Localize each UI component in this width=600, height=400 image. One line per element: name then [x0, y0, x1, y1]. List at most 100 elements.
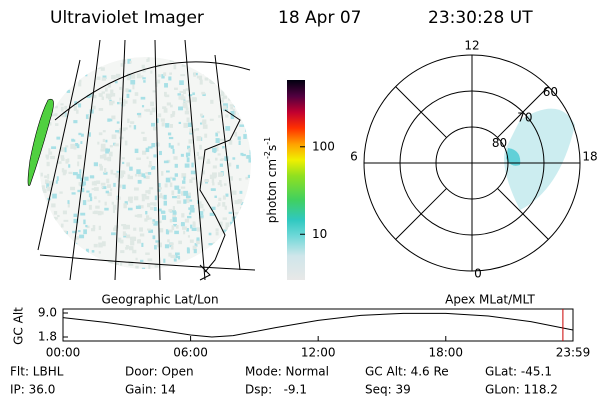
- speckle: [117, 129, 123, 134]
- speckle: [178, 106, 183, 111]
- speckle: [252, 222, 257, 226]
- speckle: [156, 143, 160, 147]
- speckle: [93, 187, 99, 191]
- speckle: [40, 172, 43, 177]
- speckle: [159, 187, 162, 190]
- speckle: [212, 242, 217, 246]
- footer: Flt: LBHL Door: Open Mode: Normal GC Alt: 4…: [10, 365, 558, 397]
- time: 23:30:28 UT: [428, 8, 533, 28]
- colorbar-tick-label: 100: [312, 139, 335, 153]
- speckle: [185, 193, 191, 199]
- speckle: [191, 97, 197, 102]
- speckle: [91, 188, 96, 191]
- speckle: [220, 99, 224, 103]
- speckle: [196, 136, 202, 142]
- speckle: [163, 194, 167, 200]
- speckle: [51, 57, 56, 60]
- speckle: [73, 105, 77, 111]
- colorbar-tick-label: 10: [312, 227, 327, 241]
- speckle: [85, 224, 88, 228]
- geo-grid: [37, 39, 256, 281]
- speckle: [176, 255, 180, 259]
- speckle: [66, 89, 71, 93]
- speckle: [172, 211, 177, 215]
- geo-image: [39, 57, 257, 269]
- speckle: [111, 75, 116, 80]
- speckle: [192, 222, 196, 228]
- speckle: [161, 215, 167, 220]
- status-field: GLat: -45.1: [485, 365, 552, 379]
- speckle: [151, 107, 156, 113]
- speckle: [63, 76, 66, 82]
- speckle: [227, 71, 232, 75]
- speckle: [183, 199, 187, 204]
- speckle: [157, 188, 161, 192]
- speckle: [145, 196, 150, 200]
- speckle: [154, 245, 157, 250]
- speckle: [61, 168, 65, 173]
- speckle: [159, 193, 163, 197]
- speckle: [146, 156, 149, 160]
- speckle: [110, 169, 114, 175]
- speckle: [191, 162, 194, 168]
- speckle: [56, 176, 59, 181]
- speckle: [244, 233, 250, 238]
- speckle: [79, 169, 82, 174]
- speckle: [223, 183, 227, 186]
- speckle: [127, 196, 133, 202]
- speckle: [243, 101, 249, 106]
- speckle: [107, 192, 112, 197]
- speckle: [70, 186, 76, 191]
- speckle: [123, 100, 128, 104]
- speckle: [154, 195, 157, 201]
- speckle: [58, 69, 62, 73]
- speckle: [232, 77, 238, 82]
- speckle: [141, 267, 146, 269]
- speckle: [150, 166, 154, 170]
- speckle: [153, 207, 157, 211]
- speckle: [40, 252, 43, 257]
- speckle: [153, 202, 157, 207]
- speckle: [168, 208, 173, 212]
- speckle: [170, 104, 173, 108]
- speckle: [248, 128, 251, 131]
- diag-line: [497, 86, 549, 138]
- speckle: [155, 221, 158, 225]
- speckle: [45, 267, 50, 269]
- speckle: [214, 195, 217, 198]
- speckle: [102, 138, 106, 143]
- speckle: [168, 136, 174, 140]
- speckle: [131, 236, 137, 242]
- speckle: [72, 268, 76, 269]
- speckle: [193, 72, 196, 77]
- speckle: [98, 251, 101, 254]
- speckle: [158, 220, 162, 224]
- speckle: [100, 143, 106, 149]
- speckle: [177, 194, 181, 199]
- diag-line: [395, 188, 447, 240]
- polar-caption: Apex MLat/MLT: [445, 293, 535, 307]
- speckle: [80, 141, 83, 144]
- speckle: [187, 145, 191, 150]
- speckle: [134, 173, 138, 177]
- speckle: [246, 99, 250, 104]
- speckle: [165, 94, 170, 98]
- speckle: [74, 236, 79, 240]
- speckle: [212, 182, 215, 186]
- speckle: [110, 89, 114, 95]
- speckle: [159, 228, 164, 233]
- speckle: [178, 121, 182, 124]
- speckle: [112, 208, 115, 214]
- speckle: [147, 217, 152, 220]
- speckle: [78, 230, 81, 233]
- speckle: [245, 262, 250, 266]
- speckle: [104, 207, 109, 211]
- speckle: [161, 210, 165, 213]
- speckle: [137, 179, 142, 184]
- speckle: [121, 157, 125, 160]
- speckle: [169, 124, 174, 128]
- altitude-line: [62, 312, 574, 338]
- speckle: [230, 257, 235, 263]
- speckle: [125, 245, 129, 249]
